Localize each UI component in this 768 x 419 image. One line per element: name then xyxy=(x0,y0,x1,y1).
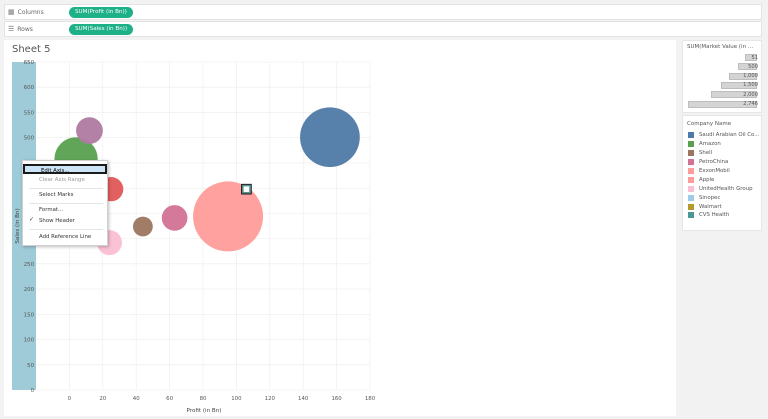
menu-item-edit-axis[interactable]: Edit Axis... xyxy=(23,164,107,174)
legend-label: ExxonMobil xyxy=(699,168,730,174)
y-tick-label: 650 xyxy=(24,60,35,66)
menu-item-show-header[interactable]: Show Header xyxy=(39,218,75,224)
sheet-title: Sheet 5 xyxy=(12,44,51,55)
menu-separator xyxy=(29,188,103,189)
checkmark-icon: ✓ xyxy=(29,216,35,223)
x-axis-title: Profit (in Bn) xyxy=(187,408,222,414)
x-tick-label: 60 xyxy=(166,396,173,402)
legend-item[interactable]: ExxonMobil xyxy=(683,167,761,176)
legend-swatch xyxy=(688,159,694,166)
size-legend-bar xyxy=(711,91,757,99)
size-legend-label: 2,000 xyxy=(743,91,758,98)
x-tick-label: 40 xyxy=(133,396,140,402)
rows-shelf-label: ☰ Rows xyxy=(8,25,33,33)
x-tick-label: 180 xyxy=(365,396,376,402)
x-tick-label: 0 xyxy=(68,396,72,402)
profit-pill[interactable]: SUM(Profit (in Bn)) xyxy=(69,6,133,18)
rows-icon: ☰ xyxy=(8,25,15,33)
legend-item[interactable]: Sinopec xyxy=(683,193,761,202)
y-tick-label: 100 xyxy=(24,338,35,344)
legend-swatch xyxy=(688,185,694,192)
y-tick-label: 150 xyxy=(24,312,35,318)
color-legend-title: Company Name xyxy=(687,121,732,127)
size-legend-bar xyxy=(729,72,757,80)
legend-item[interactable]: Saudi Arabian Oil Co... xyxy=(683,131,761,140)
y-tick-label: 50 xyxy=(27,363,34,369)
legend-label: Apple xyxy=(699,176,715,183)
size-legend-bar xyxy=(745,54,757,61)
columns-icon: ▦ xyxy=(8,8,15,16)
y-tick-label: 550 xyxy=(24,110,35,116)
bubble-petrochina[interactable] xyxy=(161,205,188,231)
legend-label: CVS Health xyxy=(699,212,730,219)
rows-shelf[interactable]: ☰ Rows SUM(Sales (in Bn)) xyxy=(4,21,762,37)
menu-separator xyxy=(29,203,103,204)
legend-swatch xyxy=(688,194,694,201)
legend-label: Amazon xyxy=(699,141,721,148)
y-axis-title: Sales (in Bn) xyxy=(15,208,21,243)
legend-swatch xyxy=(688,176,694,183)
legend-label: UnitedHealth Group xyxy=(699,185,753,192)
legend-label: Walmart xyxy=(699,203,722,210)
size-legend-bar xyxy=(721,81,757,89)
axis-context-menu[interactable]: Edit Axis... Clear Axis Range Select Mar… xyxy=(22,160,108,246)
y-tick-label: 250 xyxy=(24,262,35,268)
legend-swatch xyxy=(688,168,694,174)
legend-label: Saudi Arabian Oil Co... xyxy=(699,132,760,139)
menu-item-add-reference-line[interactable]: Add Reference Line xyxy=(39,234,92,240)
y-tick-label: 500 xyxy=(24,136,35,142)
worksheet-canvas xyxy=(4,40,676,416)
legend-swatch xyxy=(688,203,694,210)
sales-pill[interactable]: SUM(Sales (in Bn)) xyxy=(69,23,134,35)
legend-swatch xyxy=(688,141,694,148)
columns-shelf[interactable]: ▦ Columns SUM(Profit (in Bn)) xyxy=(4,4,762,20)
x-tick-label: 100 xyxy=(231,396,242,402)
x-tick-label: 120 xyxy=(265,396,276,402)
legend-item[interactable]: PetroChina xyxy=(683,158,761,167)
menu-item-select-marks[interactable]: Select Marks xyxy=(39,192,74,198)
y-tick-label: 200 xyxy=(24,287,35,293)
size-legend-label: 2,746 xyxy=(743,101,758,107)
legend-label: PetroChina xyxy=(699,159,729,166)
legend-label: Shell xyxy=(699,150,713,157)
legend-item[interactable]: Amazon xyxy=(683,140,761,149)
x-tick-label: 140 xyxy=(298,396,309,402)
x-tick-label: 20 xyxy=(99,396,106,402)
size-legend-label: 51 xyxy=(751,54,758,61)
size-legend-label: 500 xyxy=(748,63,758,70)
menu-item-clear-axis-range[interactable]: Clear Axis Range xyxy=(39,177,85,183)
bubble-cvs-health[interactable] xyxy=(242,184,251,194)
legend-item[interactable]: Apple xyxy=(683,175,761,184)
legend-item[interactable]: Shell xyxy=(683,149,761,158)
x-tick-label: 80 xyxy=(200,396,207,402)
y-tick-label: 0 xyxy=(31,388,35,394)
legend-swatch xyxy=(688,132,694,139)
size-legend[interactable]: SUM(Market Value (in ... 51 500 1,000 1,500… xyxy=(682,40,762,113)
bubble-saudi-arabian-oil-co[interactable] xyxy=(300,107,360,168)
columns-shelf-label: ▦ Columns xyxy=(8,8,44,16)
size-legend-bar xyxy=(738,63,757,71)
x-tick-label: 160 xyxy=(331,396,342,402)
menu-item-format[interactable]: Format... xyxy=(39,207,64,213)
bubble-walmart[interactable] xyxy=(76,117,103,144)
bubble-apple[interactable] xyxy=(193,181,264,252)
selected-mark-outline[interactable] xyxy=(241,183,252,195)
legend-label: Sinopec xyxy=(699,194,721,201)
size-legend-label: 1,000 xyxy=(743,73,758,80)
size-legend-bar xyxy=(688,100,757,108)
legend-item[interactable]: CVS Health xyxy=(683,211,761,220)
legend-swatch xyxy=(688,150,694,157)
menu-separator xyxy=(29,229,103,230)
legend-item[interactable]: UnitedHealth Group xyxy=(683,184,761,193)
size-legend-title: SUM(Market Value (in ... xyxy=(687,44,754,50)
y-tick-label: 600 xyxy=(24,85,35,91)
size-legend-label: 1,500 xyxy=(743,82,758,89)
color-legend[interactable]: Company Name Saudi Arabian Oil Co... Amaz… xyxy=(682,115,762,231)
legend-item[interactable]: Walmart xyxy=(683,202,761,211)
legend-swatch xyxy=(688,212,694,219)
bubble-shell[interactable] xyxy=(132,216,153,237)
